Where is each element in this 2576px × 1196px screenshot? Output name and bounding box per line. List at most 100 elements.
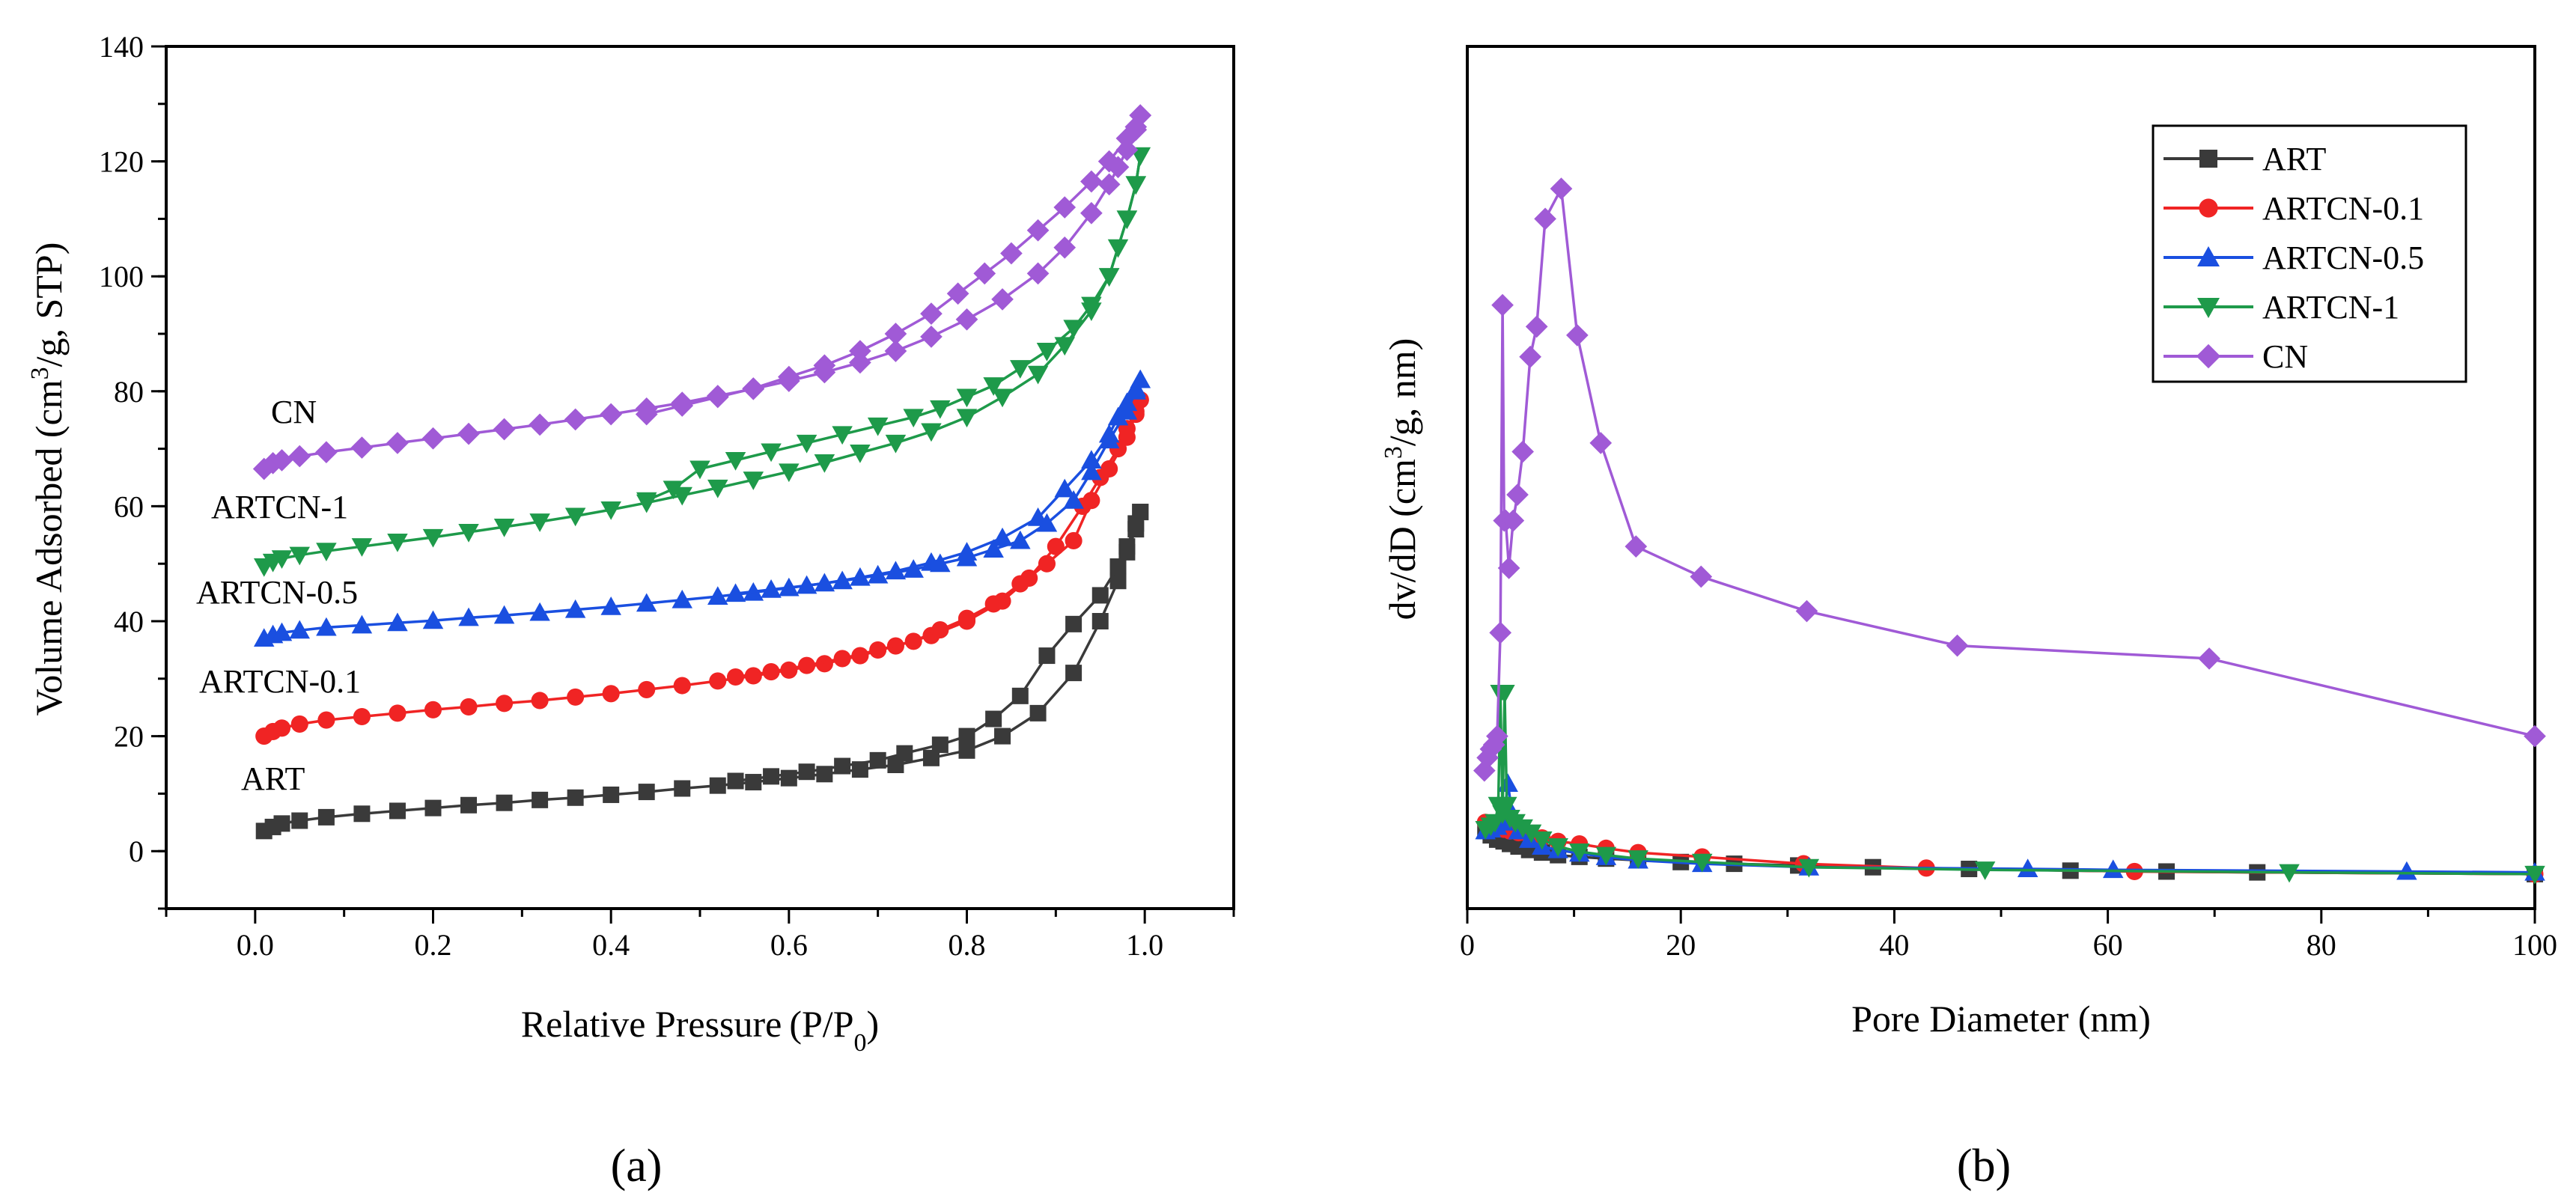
artcn-1-adsorption-point (850, 444, 871, 463)
panel-b-ylabel-sup: 3 (1380, 446, 1407, 459)
artcn-0-5-desorption-point (983, 539, 1004, 558)
cn-adsorption-point (350, 436, 374, 459)
art-adsorption-point (638, 784, 655, 801)
artcn-0-1-desorption-point (1065, 531, 1083, 550)
art-adsorption-line (263, 511, 1142, 832)
cn-desorption-point (1053, 196, 1077, 219)
series-cn (252, 104, 1152, 480)
artcn-1-desorption-point (832, 426, 853, 445)
x-tick-label: 0 (1460, 928, 1475, 962)
panel-b-series (1473, 177, 2546, 885)
cn-point (1486, 724, 1508, 748)
y-tick-label: 40 (114, 605, 144, 638)
cn-desorption-point (973, 262, 996, 285)
art-adsorption-point (674, 780, 691, 797)
artcn-0-5-desorption-point (1081, 461, 1102, 480)
cn-point (2198, 647, 2220, 670)
x-tick-label: 0.8 (949, 928, 986, 962)
series-artcn-0-1 (255, 391, 1149, 745)
artcn-0-5-desorption-point (761, 579, 782, 598)
artcn-0-5-desorption-point (903, 559, 924, 578)
artcn-0-5-desorption-point (796, 575, 817, 594)
cn-desorption-point (1080, 170, 1103, 193)
artcn-1-adsorption-point (289, 546, 310, 566)
y-tick-label: 60 (114, 489, 144, 523)
art-adsorption-point (1029, 704, 1047, 721)
artcn-1-point (1512, 819, 1533, 838)
artcn-0-5-point (2017, 858, 2038, 878)
annotation-art: ART (241, 760, 305, 797)
art-desorption-point (1038, 647, 1056, 665)
art-adsorption-point (851, 761, 868, 778)
art-desorption-point (896, 745, 913, 762)
artcn-1-adsorption-point (814, 454, 835, 473)
art-desorption-point (958, 727, 975, 745)
cn-desorption-point (1115, 127, 1139, 150)
art-adsorption-point (496, 794, 513, 811)
artcn-1-adsorption-point (271, 550, 293, 570)
cn-desorption-point (946, 282, 969, 305)
artcn-0-5-adsorption-point (600, 597, 621, 615)
legend-item-cn: CN (2164, 338, 2308, 375)
cn-point (1502, 509, 1525, 532)
cn-adsorption-point (1080, 201, 1103, 225)
cn-point (1491, 293, 1514, 317)
cn-adsorption-line (263, 115, 1142, 470)
legend-label: ARTCN-1 (2262, 289, 2399, 326)
cn-adsorption-point (849, 351, 871, 374)
art-desorption-point (763, 768, 780, 785)
cn-adsorption-point (386, 432, 409, 454)
cn-adsorption-point (421, 427, 445, 450)
artcn-1-desorption-point (725, 451, 746, 471)
artcn-1-adsorption-point (564, 507, 586, 527)
artcn-0-1-desorption-point (957, 609, 976, 627)
artcn-0-1-adsorption-point (460, 698, 478, 716)
artcn-1-adsorption-point (707, 479, 728, 498)
annotation-artcn-0-5: ARTCN-0.5 (196, 574, 358, 611)
artcn-0-1-adsorption-point (290, 715, 308, 733)
art-desorption-point (985, 710, 1002, 727)
artcn-1-desorption-point (689, 460, 710, 480)
x-tick-label: 60 (2093, 928, 2123, 962)
artcn-0-5-adsorption-point (564, 599, 586, 618)
artcn-1-adsorption-line (263, 155, 1142, 568)
artcn-1-desorption-point (867, 417, 889, 436)
artcn-1-adsorption-point (992, 388, 1013, 408)
artcn-0-5-desorption-point (1116, 400, 1138, 420)
artcn-1-point (1974, 861, 1996, 880)
artcn-0-5-adsorption-point (992, 527, 1013, 546)
art-desorption-point (1109, 558, 1127, 576)
art-desorption-point (798, 763, 815, 781)
artcn-1-point (1532, 831, 1553, 850)
legend-item-artcn-0-5: ARTCN-0.5 (2164, 239, 2424, 276)
panel-a-axes: 0.0 0.2 0.4 0.6 0.8 1.0 0 20 40 60 80 100 120 140 (99, 30, 1235, 962)
cn-adsorption-point (457, 422, 480, 445)
art-adsorption-point (1109, 573, 1127, 590)
cn-adsorption-point (315, 441, 338, 464)
legend-marker (2196, 344, 2221, 369)
artcn-1-desorption-point (796, 434, 817, 454)
art-adsorption-point (994, 727, 1011, 745)
annotation-artcn-0-1: ARTCN-0.1 (199, 663, 361, 700)
cn-adsorption-point (1097, 173, 1121, 196)
cn-point (1534, 207, 1556, 231)
artcn-0-5-adsorption-point (1054, 478, 1075, 498)
cn-adsorption-point (600, 403, 623, 426)
panel-a-xlabel: Relative Pressure (P/P0) (521, 1003, 879, 1057)
panel-b-label-text: (b) (1957, 1141, 2011, 1192)
panel-b-legend: ART ARTCN-0.1 ARTCN-0.5 ARTCN-1 CN (2152, 124, 2467, 383)
cn-adsorption-point (288, 445, 311, 468)
series-art (255, 504, 1149, 840)
cn-desorption-point (671, 394, 694, 417)
panel-a-xlabel-main: Relative Pressure (P/P (521, 1003, 854, 1045)
artcn-0-5-desorption-point (956, 547, 978, 567)
panel-b-axes: 0 20 40 60 80 100 (1460, 909, 2557, 962)
artcn-1-desorption-point (930, 400, 951, 419)
legend-marker (2197, 246, 2220, 266)
artcn-1-adsorption-point (956, 409, 978, 428)
cn-point (1566, 324, 1589, 347)
annotation-artcn-1: ARTCN-1 (211, 489, 348, 525)
artcn-1-desorption-point (1125, 176, 1147, 195)
annotation-cn: CN (271, 394, 317, 430)
artcn-0-5-desorption-point (832, 570, 853, 590)
